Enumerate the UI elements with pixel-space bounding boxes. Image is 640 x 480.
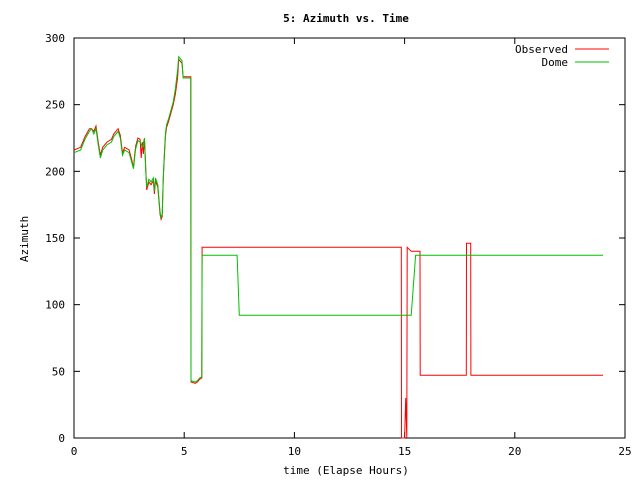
x-tick-label: 0 <box>71 445 78 458</box>
x-axis-label: time (Elapse Hours) <box>283 464 409 477</box>
y-tick-label: 250 <box>45 99 65 112</box>
series-line-dome <box>73 55 603 383</box>
plot-frame <box>73 37 626 439</box>
y-tick-label: 150 <box>45 232 65 245</box>
series-layer <box>73 55 603 439</box>
axes <box>73 37 626 439</box>
y-tick-label: 0 <box>58 432 65 445</box>
y-axis-label: Azimuth <box>18 216 31 262</box>
chart-title: 5: Azimuth vs. Time <box>283 12 409 25</box>
legend-label-dome: Dome <box>542 56 569 69</box>
y-tick-label: 200 <box>45 165 65 178</box>
y-tick-label: 50 <box>52 365 65 378</box>
legend-label-observed: Observed <box>515 43 568 56</box>
series-line-observed <box>73 57 603 439</box>
x-tick-label: 25 <box>618 445 631 458</box>
y-tick-label: 300 <box>45 32 65 45</box>
x-tick-label: 20 <box>508 445 521 458</box>
y-tick-label: 100 <box>45 299 65 312</box>
x-tick-label: 15 <box>398 445 411 458</box>
x-tick-label: 5 <box>181 445 188 458</box>
x-tick-label: 10 <box>288 445 301 458</box>
